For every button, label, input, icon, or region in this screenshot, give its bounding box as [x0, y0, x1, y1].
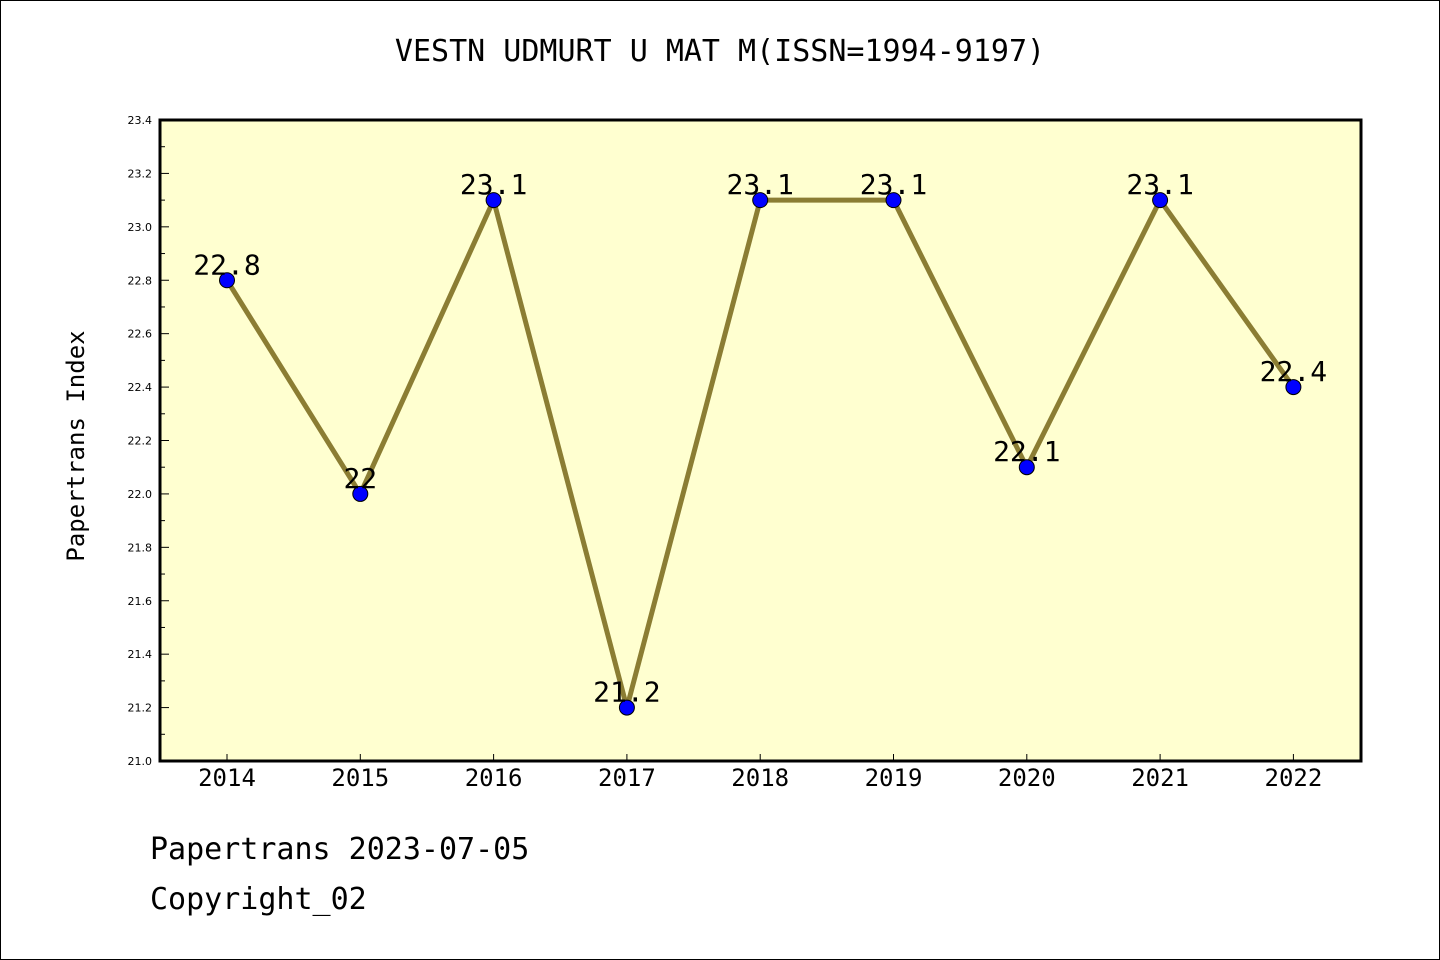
y-tick-label: 23.2: [128, 167, 153, 180]
data-label: 23.1: [460, 168, 527, 201]
y-tick-label: 21.8: [128, 541, 153, 554]
data-point: [352, 485, 369, 502]
data-point: [885, 192, 902, 209]
data-label: 23.1: [1126, 168, 1193, 201]
footer-date: Papertrans 2023-07-05: [150, 832, 530, 867]
y-tick-label: 22.2: [128, 435, 153, 448]
data-label: 22: [343, 462, 377, 495]
data-point: [485, 192, 502, 209]
footer-copyright: Copyright_02: [150, 882, 367, 917]
chart-title: VESTN UDMURT U MAT M(ISSN=1994-9197): [394, 34, 1046, 69]
y-tick-label: 23.4: [128, 114, 153, 127]
data-point: [618, 699, 635, 716]
data-point: [1018, 459, 1035, 476]
data-point: [1285, 379, 1302, 396]
y-tick-label: 21.2: [128, 702, 153, 715]
data-label: 21.2: [593, 676, 660, 709]
y-tick-label: 21.4: [128, 648, 153, 661]
x-tick-label: 2021: [1131, 764, 1189, 792]
x-tick-label: 2015: [331, 764, 389, 792]
data-label: 22.8: [193, 248, 260, 281]
data-point: [219, 272, 235, 289]
data-point: [1152, 192, 1169, 209]
y-tick-label: 22.4: [128, 381, 153, 394]
x-tick-label: 2014: [198, 764, 256, 792]
x-tick-label: 2019: [865, 764, 923, 792]
y-tick-label: 23.0: [128, 221, 153, 234]
plot-area: [160, 120, 1361, 761]
data-label: 23.1: [726, 168, 793, 201]
x-tick-label: 2020: [998, 764, 1056, 792]
y-tick-label: 21.6: [128, 595, 153, 608]
data-label: 23.1: [860, 168, 927, 201]
x-tick-label: 2016: [465, 764, 523, 792]
x-tick-label: 2022: [1265, 764, 1323, 792]
data-label: 22.4: [1260, 355, 1327, 388]
x-tick-label: 2017: [598, 764, 656, 792]
y-tick-label: 22.6: [128, 328, 153, 341]
x-tick-label: 2018: [731, 764, 789, 792]
y-tick-label: 22.8: [128, 274, 153, 287]
data-label: 22.1: [993, 435, 1060, 468]
data-point: [752, 192, 769, 209]
y-tick-label: 21.0: [128, 755, 153, 768]
plot-border: [158, 118, 1363, 763]
y-tick-label: 22.0: [128, 488, 153, 501]
